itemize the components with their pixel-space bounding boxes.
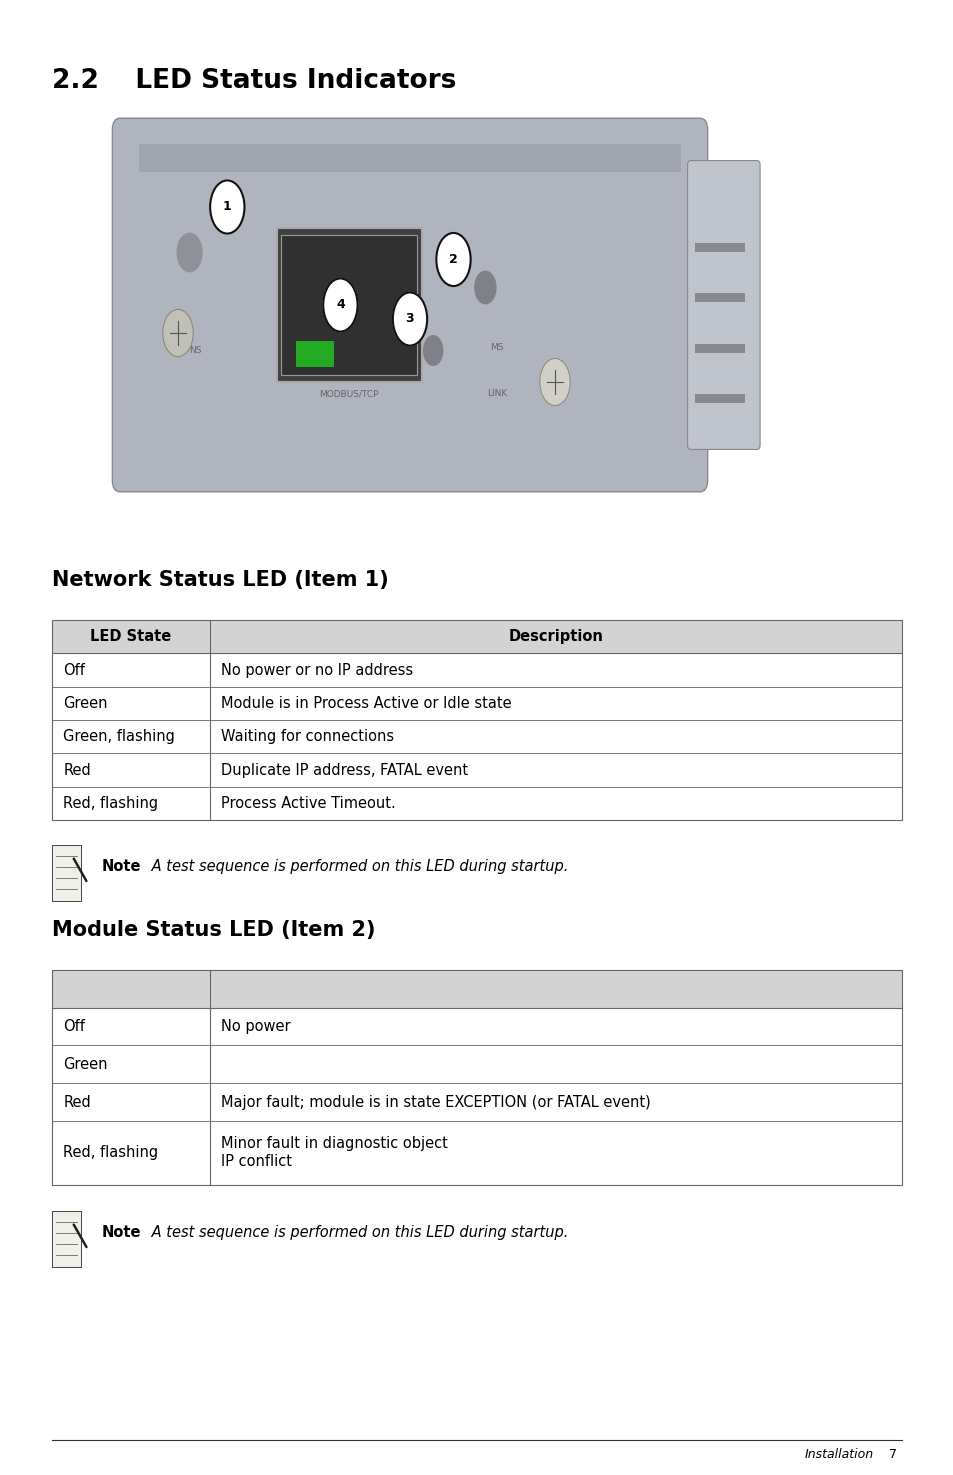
Text: Major fault; module is in state EXCEPTION (or FATAL event): Major fault; module is in state EXCEPTIO… xyxy=(221,1094,651,1109)
Text: Note: Note xyxy=(102,1226,141,1240)
Text: Green: Green xyxy=(64,1056,108,1072)
Text: Network Status LED (Item 1): Network Status LED (Item 1) xyxy=(52,569,389,590)
Text: No power: No power xyxy=(221,1019,291,1034)
Text: 2: 2 xyxy=(449,254,457,266)
Text: LED State: LED State xyxy=(91,630,172,645)
Text: Off: Off xyxy=(64,662,85,677)
Text: Green, flashing: Green, flashing xyxy=(64,729,175,745)
Text: Duplicate IP address, FATAL event: Duplicate IP address, FATAL event xyxy=(221,763,468,777)
Text: Process Active Timeout.: Process Active Timeout. xyxy=(221,796,395,811)
Bar xyxy=(52,845,81,901)
Text: MODBUS/TCP: MODBUS/TCP xyxy=(319,389,378,398)
Text: Description: Description xyxy=(508,630,603,645)
Text: 1: 1 xyxy=(223,201,232,214)
Bar xyxy=(695,344,744,353)
Text: A test sequence is performed on this LED during startup.: A test sequence is performed on this LED… xyxy=(148,860,568,875)
Text: Off: Off xyxy=(64,1019,85,1034)
FancyBboxPatch shape xyxy=(687,161,760,450)
Text: 3: 3 xyxy=(405,313,414,326)
Bar xyxy=(276,229,421,382)
Text: 4: 4 xyxy=(335,298,344,311)
Text: Minor fault in diagnostic object: Minor fault in diagnostic object xyxy=(221,1136,448,1152)
Bar xyxy=(52,620,901,653)
Bar xyxy=(52,1211,81,1267)
Bar xyxy=(52,971,901,1184)
Circle shape xyxy=(210,180,244,233)
Circle shape xyxy=(163,310,193,357)
Circle shape xyxy=(539,358,570,406)
Text: No power or no IP address: No power or no IP address xyxy=(221,662,414,677)
Circle shape xyxy=(423,336,442,366)
Text: LINK: LINK xyxy=(486,389,507,398)
Bar xyxy=(695,394,744,403)
Circle shape xyxy=(177,233,202,271)
Text: Installation: Installation xyxy=(803,1448,872,1462)
Text: IP conflict: IP conflict xyxy=(221,1155,293,1170)
Circle shape xyxy=(393,292,427,345)
Text: Green: Green xyxy=(64,696,108,711)
Text: Red, flashing: Red, flashing xyxy=(64,796,158,811)
FancyBboxPatch shape xyxy=(112,118,707,491)
Text: 2.2    LED Status Indicators: 2.2 LED Status Indicators xyxy=(52,68,456,94)
Bar xyxy=(695,294,744,302)
Bar xyxy=(139,145,680,173)
Text: NS: NS xyxy=(189,347,201,355)
Text: MS: MS xyxy=(490,342,503,351)
Text: Module is in Process Active or Idle state: Module is in Process Active or Idle stat… xyxy=(221,696,512,711)
Bar xyxy=(52,620,901,820)
Bar xyxy=(281,236,416,375)
Circle shape xyxy=(323,279,357,332)
Text: Red: Red xyxy=(64,1094,91,1109)
Circle shape xyxy=(475,271,496,304)
Text: Note: Note xyxy=(102,860,141,875)
Text: 7: 7 xyxy=(888,1448,896,1462)
Bar xyxy=(52,971,901,1007)
Text: Red, flashing: Red, flashing xyxy=(64,1146,158,1161)
Text: Module Status LED (Item 2): Module Status LED (Item 2) xyxy=(52,920,375,940)
Text: Red: Red xyxy=(64,763,91,777)
Bar xyxy=(695,243,744,252)
Circle shape xyxy=(436,233,470,286)
Text: A test sequence is performed on this LED during startup.: A test sequence is performed on this LED… xyxy=(148,1226,568,1240)
Text: Waiting for connections: Waiting for connections xyxy=(221,729,395,745)
Bar xyxy=(295,341,334,367)
